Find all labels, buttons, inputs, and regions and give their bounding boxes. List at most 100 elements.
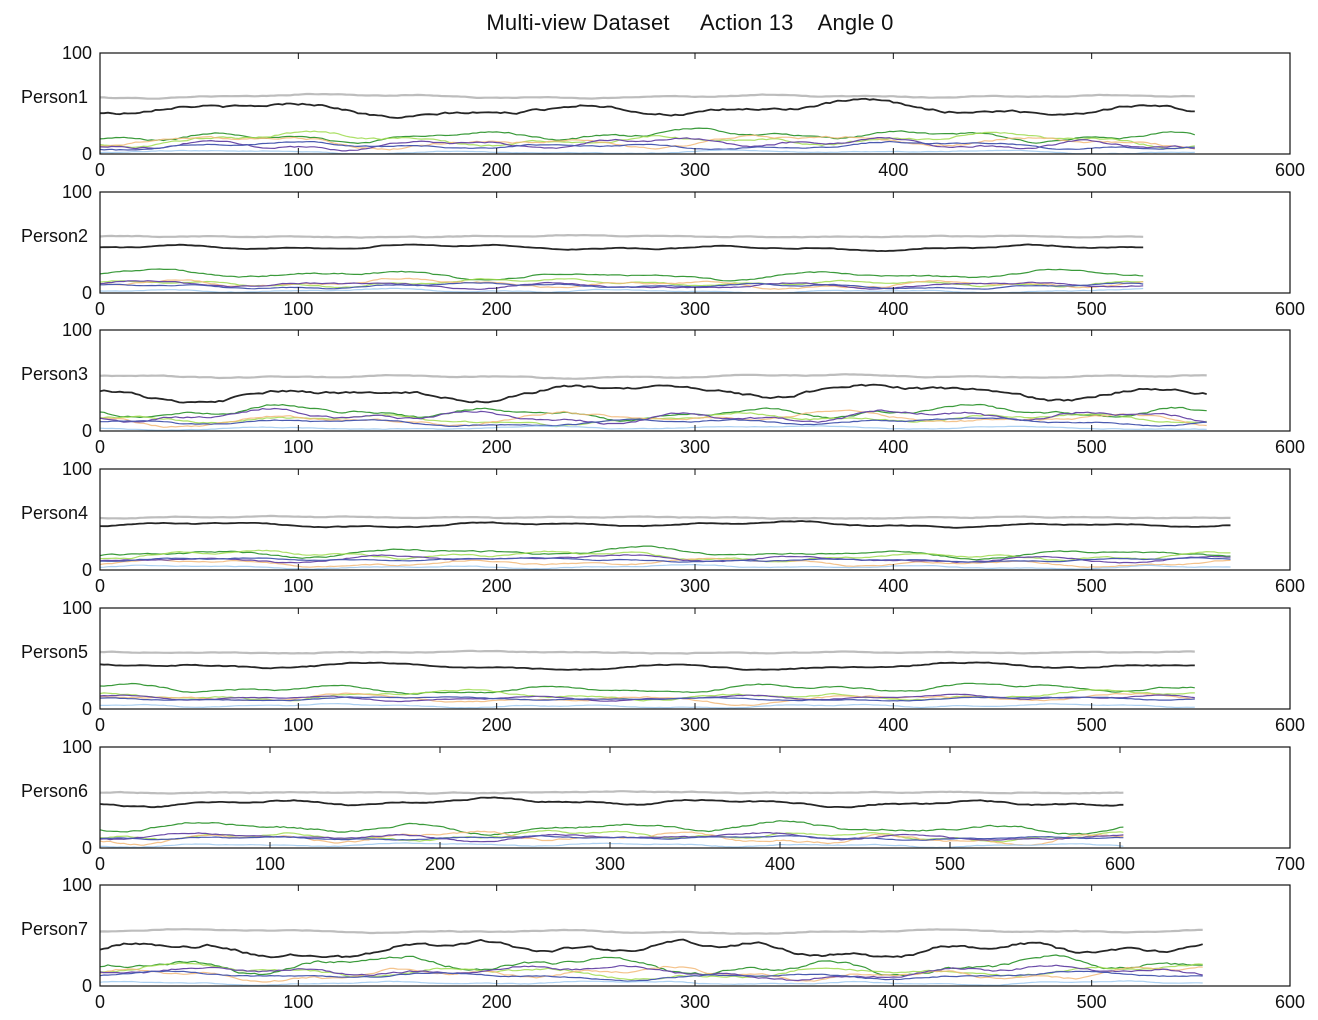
x-tick-label: 400 xyxy=(878,715,908,735)
y-tick-label: 100 xyxy=(62,182,92,202)
x-tick-label: 200 xyxy=(482,576,512,596)
series-line-gray xyxy=(99,514,1231,520)
x-tick-label: 100 xyxy=(255,854,285,874)
x-tick-label: 600 xyxy=(1105,854,1135,874)
x-tick-label: 0 xyxy=(95,576,105,596)
axes-frame xyxy=(99,746,1291,849)
y-axis-label: Person5 xyxy=(21,642,88,662)
x-tick-label: 500 xyxy=(1077,160,1107,180)
x-tick-label: 0 xyxy=(95,715,105,735)
x-tick-label: 600 xyxy=(1275,715,1305,735)
series-line-blue xyxy=(99,970,1203,982)
x-tick-label: 200 xyxy=(482,160,512,180)
series-line-lightgreen xyxy=(99,130,1195,150)
series-line-orange xyxy=(99,134,1195,151)
series-line-gray xyxy=(99,234,1144,239)
y-tick-label: 100 xyxy=(62,43,92,63)
series-line-lightblue xyxy=(99,287,1144,294)
y-axis-label: Person4 xyxy=(21,503,88,523)
series-line-green xyxy=(99,954,1203,977)
series-line-black xyxy=(99,520,1231,529)
x-tick-label: 400 xyxy=(878,299,908,319)
subplot-7: 0 100 200 300 400 500 600 0 100 Person7 xyxy=(21,875,1305,1012)
x-tick-label: 300 xyxy=(680,992,710,1012)
x-tick-label: 0 xyxy=(95,160,105,180)
y-tick-label: 0 xyxy=(82,976,92,996)
y-tick-label: 0 xyxy=(82,421,92,441)
y-axis-label: Person6 xyxy=(21,781,88,801)
series-line-purple xyxy=(99,964,1203,982)
axes-frame xyxy=(99,191,1291,294)
y-axis-label: Person1 xyxy=(21,87,88,107)
series-line-lightblue xyxy=(99,149,1195,155)
x-tick-label: 200 xyxy=(482,437,512,457)
series-line-blue xyxy=(99,696,1195,702)
y-tick-label: 100 xyxy=(62,737,92,757)
x-tick-label: 500 xyxy=(1077,715,1107,735)
series-line-purple xyxy=(99,137,1195,152)
x-tick-label: 100 xyxy=(283,160,313,180)
series-line-black xyxy=(99,383,1207,404)
x-tick-label: 600 xyxy=(1275,299,1305,319)
y-axis-label: Person2 xyxy=(21,226,88,246)
x-tick-label: 100 xyxy=(283,299,313,319)
x-tick-label: 200 xyxy=(482,715,512,735)
x-tick-label: 300 xyxy=(680,576,710,596)
x-tick-label: 300 xyxy=(595,854,625,874)
x-tick-label: 500 xyxy=(1077,576,1107,596)
x-tick-label: 300 xyxy=(680,160,710,180)
series-line-green xyxy=(99,682,1195,695)
subplot-1: 0 100 200 300 400 500 600 0 100 Person1 xyxy=(21,43,1305,180)
x-tick-label: 0 xyxy=(95,854,105,874)
x-tick-label: 300 xyxy=(680,437,710,457)
x-tick-label: 400 xyxy=(878,160,908,180)
x-tick-label: 500 xyxy=(1077,437,1107,457)
y-tick-label: 100 xyxy=(62,459,92,479)
x-tick-label: 200 xyxy=(482,299,512,319)
y-tick-label: 0 xyxy=(82,560,92,580)
x-tick-label: 0 xyxy=(95,299,105,319)
series-line-black xyxy=(99,661,1195,671)
subplot-2: 0 100 200 300 400 500 600 0 100 Person2 xyxy=(21,182,1305,319)
y-tick-label: 100 xyxy=(62,320,92,340)
series-line-lightblue xyxy=(99,842,1124,849)
series-line-purple xyxy=(99,554,1231,564)
x-tick-label: 0 xyxy=(95,992,105,1012)
y-tick-label: 0 xyxy=(82,283,92,303)
x-tick-label: 100 xyxy=(283,992,313,1012)
series-line-lightblue xyxy=(100,703,1195,709)
series-line-black xyxy=(99,243,1144,252)
x-tick-label: 100 xyxy=(283,576,313,596)
x-tick-label: 300 xyxy=(680,299,710,319)
y-tick-label: 100 xyxy=(62,875,92,895)
series-line-black xyxy=(100,97,1195,119)
x-tick-label: 600 xyxy=(1275,992,1305,1012)
series-line-blue xyxy=(99,557,1231,563)
series-line-blue xyxy=(100,282,1144,290)
x-tick-label: 400 xyxy=(878,576,908,596)
x-tick-label: 600 xyxy=(1275,160,1305,180)
x-tick-label: 600 xyxy=(1275,576,1305,596)
x-tick-label: 0 xyxy=(95,437,105,457)
series-line-orange xyxy=(99,557,1231,568)
series-line-green xyxy=(99,268,1144,282)
series-line-black xyxy=(99,938,1203,959)
subplot-4: 0 100 200 300 400 500 600 0 100 Person4 xyxy=(21,459,1305,596)
series-line-lightblue xyxy=(99,564,1231,570)
series-line-gray xyxy=(100,790,1124,795)
y-tick-label: 0 xyxy=(82,144,92,164)
y-tick-label: 0 xyxy=(82,838,92,858)
y-axis-label: Person7 xyxy=(21,919,88,939)
series-line-black xyxy=(99,796,1124,809)
x-tick-label: 500 xyxy=(935,854,965,874)
series-line-gray xyxy=(99,373,1207,380)
y-tick-label: 100 xyxy=(62,598,92,618)
series-line-blue xyxy=(100,417,1207,427)
subplot-3: 0 100 200 300 400 500 600 0 100 Person3 xyxy=(21,320,1305,457)
series-line-lightblue xyxy=(99,425,1207,431)
series-line-purple xyxy=(99,280,1144,290)
subplot-6: 0 100 200 300 400 500 600 700 0 100 Person6 xyxy=(21,737,1305,874)
series-line-gray xyxy=(99,928,1203,935)
x-tick-label: 400 xyxy=(878,992,908,1012)
